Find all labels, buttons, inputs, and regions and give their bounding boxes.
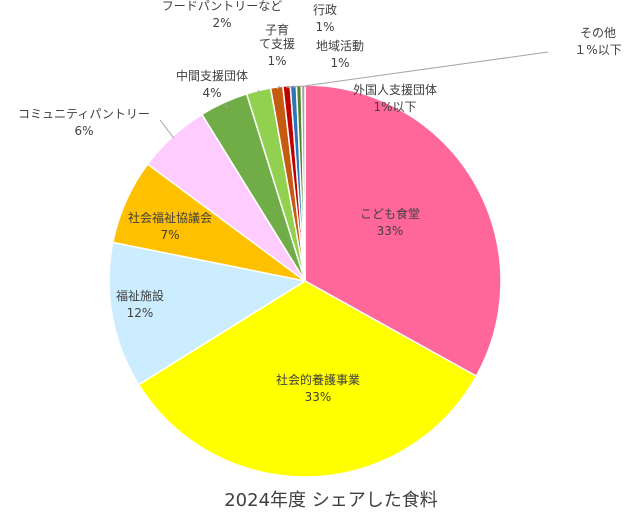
slice-name-label: フードパントリーなど xyxy=(162,0,283,13)
slice-value-label: 6% xyxy=(74,124,93,138)
slice-name-label: 福祉施設 xyxy=(116,288,164,303)
slice-name-label: 社会的養護事業 xyxy=(276,372,360,387)
slice-name-label: 行政 xyxy=(313,3,337,17)
leader-lines xyxy=(159,51,549,139)
slice-name-label: 地域活動 xyxy=(316,39,364,53)
slice-name-label: その他 xyxy=(580,26,616,40)
slice-value-label: 12% xyxy=(127,306,154,320)
slice-value-label: 7% xyxy=(160,228,179,242)
slice-labels: こども食堂 33% 社会的養護事業 33% 福祉施設 12% 社会福祉協議会 7% コミュニティ… xyxy=(18,0,622,404)
slice-name-label: 外国人支援団体 xyxy=(353,83,437,97)
slice-name-label: コミュニティパントリー xyxy=(18,107,150,121)
slice-value-label: 1% xyxy=(330,56,349,70)
leader-line xyxy=(293,85,300,88)
leader-line xyxy=(224,104,229,109)
leader-line xyxy=(257,89,260,93)
pie-slice xyxy=(300,84,306,282)
slice-name-label: て支援 xyxy=(259,37,295,51)
slice-name-label: 子育 xyxy=(265,22,289,37)
slice-name-label: 中間支援団体 xyxy=(176,68,248,83)
leader-line xyxy=(159,119,175,139)
leader-line xyxy=(286,85,295,89)
slice-value-label: 33% xyxy=(377,224,404,238)
slice-value-label: 33% xyxy=(305,390,332,404)
slice-value-label: 2% xyxy=(212,16,231,30)
leader-line xyxy=(302,51,549,88)
slice-value-label: 1% xyxy=(267,54,286,68)
slice-value-label: 4% xyxy=(202,86,221,100)
slice-value-label: 1% xyxy=(315,20,334,34)
pie-slice xyxy=(108,241,308,386)
pie-slice xyxy=(304,84,502,378)
pie-slices xyxy=(108,84,502,478)
slice-name-label: 社会福祉協議会 xyxy=(128,210,212,225)
slice-value-label: １%以下 xyxy=(574,43,621,57)
slice-value-label: 1%以下 xyxy=(373,100,416,114)
chart-title: 2024年度 シェアした食料 xyxy=(224,490,438,511)
leader-line xyxy=(276,85,281,90)
leader-line xyxy=(298,85,303,88)
pie-slice xyxy=(137,280,478,478)
slice-name-label: こども食堂 xyxy=(360,206,420,221)
